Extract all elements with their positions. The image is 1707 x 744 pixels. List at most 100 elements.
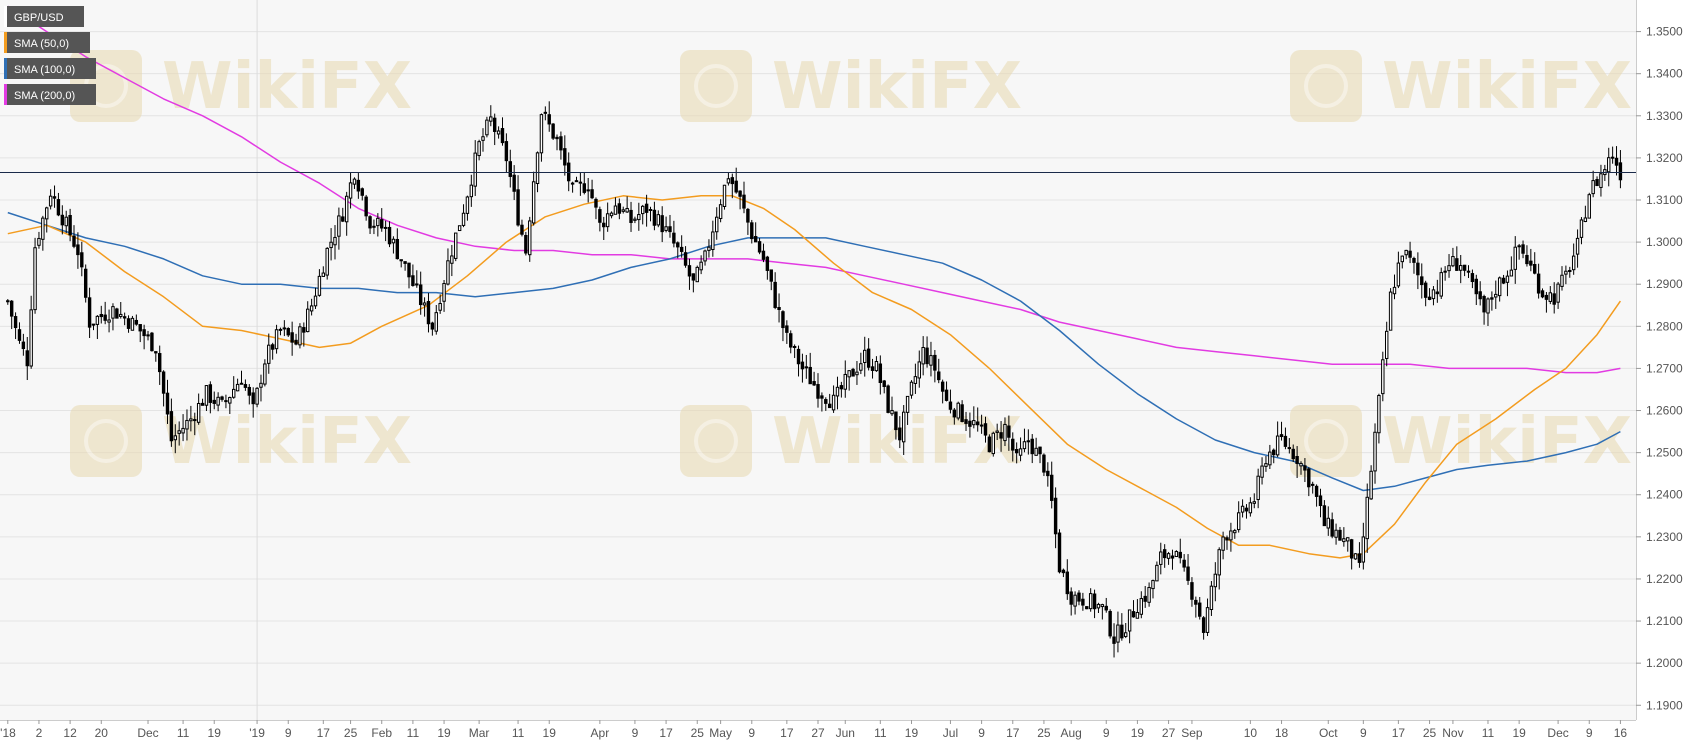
candle-body-down [547,114,551,125]
candle-body-up [1326,517,1330,529]
candle-body-up [909,381,914,396]
candle [337,207,341,250]
candle [1182,554,1186,572]
candle [80,241,84,277]
candle-body-up [457,225,462,232]
candle-body-up [929,355,933,366]
candle-body-down [403,261,407,264]
candle [574,176,579,183]
candle [668,214,672,238]
candle-body-up [309,305,314,312]
candle-body-down [800,361,805,370]
candle-body-up [95,315,100,325]
candle-body-up [835,386,840,397]
candle-body-up [1034,447,1038,456]
x-tick-label: 17 [780,726,794,740]
plot-area[interactable] [0,0,1636,720]
candle-body-up [306,308,310,333]
candle-body-down [827,403,832,409]
candle [309,298,314,316]
candle-body-up [119,313,123,317]
candle [1361,522,1366,570]
candle-body-down [578,181,583,184]
candle [251,387,255,418]
legend-item[interactable]: GBP/USD [4,6,84,27]
candle [17,322,22,344]
candle [512,165,516,201]
candle-body-down [975,421,980,426]
candle [1435,279,1440,303]
x-tick-label: Sep [1181,726,1203,740]
candle-body-up [718,204,723,219]
candle-body-up [1384,330,1389,359]
watermark-emblem [1304,419,1348,463]
candle [115,307,119,319]
candle-body-down [68,215,72,236]
candle-body-up [235,383,240,392]
candle [1482,294,1486,325]
candle [1431,286,1436,306]
candle-body-down [1501,277,1506,284]
candle-body-down [629,209,633,223]
candle-body-up [1217,549,1221,576]
candle [496,126,501,139]
candle-body-up [656,214,661,226]
candle [683,246,688,268]
candle [457,225,462,232]
candle-body-down [1536,273,1541,294]
candle [1540,288,1545,299]
legend-item[interactable]: SMA (100,0) [4,58,96,79]
candle-body-down [574,180,579,183]
candle [917,350,921,388]
candle-body-down [516,189,520,226]
candle-body-down [1544,294,1549,300]
candle [1283,427,1288,450]
candle [847,370,851,391]
candle [1260,457,1264,485]
grid-lines [0,0,1636,720]
candle-body-down [83,268,88,298]
candle [738,190,742,210]
candle [1170,549,1175,570]
sma-200-layer [7,5,1621,374]
candle [1081,592,1085,611]
candle [711,220,715,257]
candle-body-up [956,402,960,419]
x-tick-label: 18 [1275,726,1289,740]
candle-body-up [204,385,209,406]
candle [161,370,166,407]
candle-body-down [734,180,738,193]
candle [395,228,400,260]
candle-body-down [364,196,368,217]
candle [193,412,197,436]
candle-body-up [703,250,707,262]
candle [189,405,193,432]
candle [1061,568,1066,578]
candle-body-down [294,339,298,345]
candle [454,232,458,262]
candle [905,395,910,425]
candle [1412,256,1416,274]
candle-body-down [1081,598,1085,606]
candle [306,301,310,333]
candle-body-down [750,222,754,240]
candle-body-up [913,376,918,384]
candle-body-up [863,349,867,363]
candle-body-down [1104,605,1108,611]
candle-body-down [134,319,139,325]
candle [247,384,252,405]
legend-item[interactable]: SMA (200,0) [4,84,96,105]
candle [1451,247,1455,268]
candle-body-up [535,152,540,184]
candle [1162,544,1167,568]
candle-body-up [1607,157,1611,173]
candle-body-down [999,432,1003,439]
x-tick-label: 11 [874,726,887,740]
x-tick-label: 9 [285,726,292,740]
candle-body-down [1112,636,1116,644]
candle [1279,421,1284,441]
legend-item[interactable]: SMA (50,0) [4,32,90,53]
candle [535,151,540,193]
candle [1552,282,1556,314]
